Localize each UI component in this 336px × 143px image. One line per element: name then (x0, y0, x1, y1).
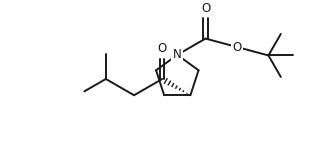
Text: O: O (158, 42, 167, 55)
Text: O: O (232, 40, 242, 53)
Text: N: N (173, 48, 182, 61)
Text: O: O (201, 2, 210, 15)
